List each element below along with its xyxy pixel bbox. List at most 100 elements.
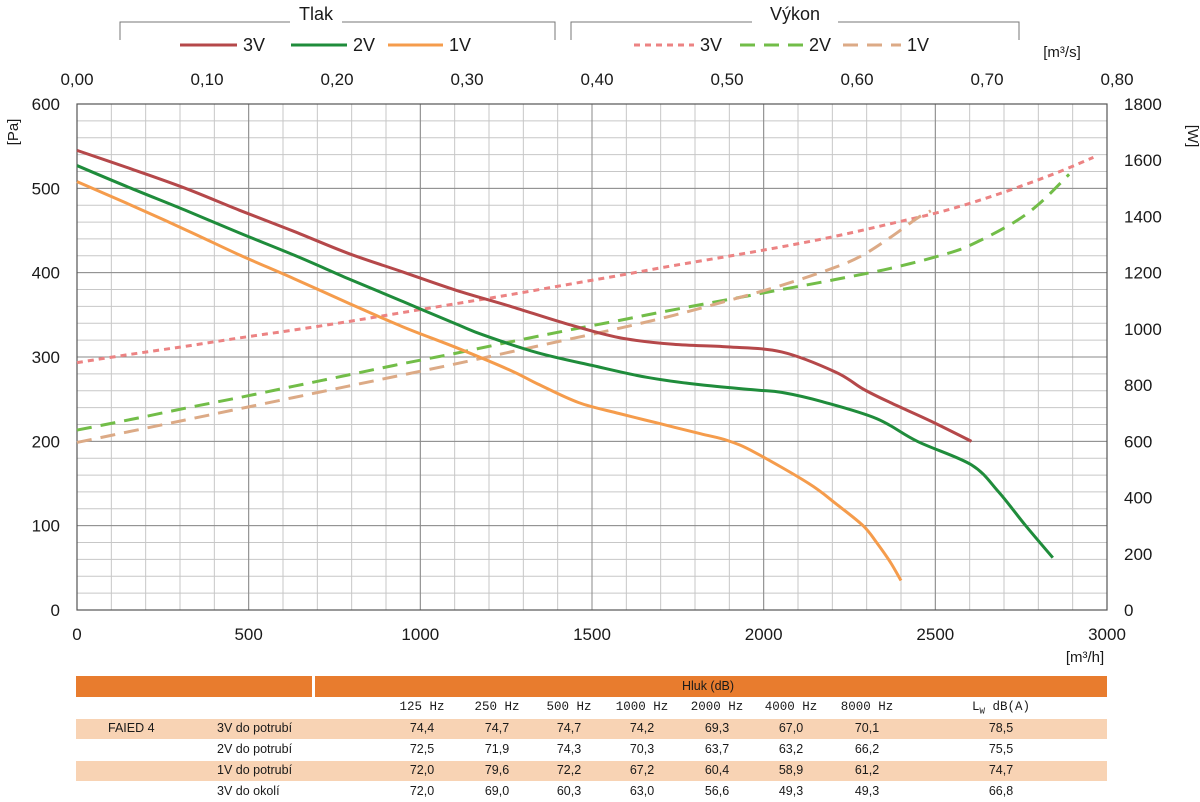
x-bottom-tick-label: 2000 [745, 625, 783, 644]
table-cell: 61,2 [854, 763, 880, 777]
table-cell: 56,6 [704, 784, 730, 798]
x-top-tick-label: 0,70 [970, 70, 1003, 89]
table-cell: 71,9 [484, 742, 510, 756]
table-header-separator [312, 676, 315, 697]
y-left-tick-label: 100 [32, 517, 60, 536]
y-left-tick-label: 300 [32, 348, 60, 367]
table-cell: 70,1 [854, 721, 880, 735]
table-cell: 72,0 [409, 784, 435, 798]
table-cell: 72,5 [409, 742, 435, 756]
table-row: 1V do potrubí 72,0 79,6 72,2 67,2 60,4 58,9 61,… [76, 760, 1107, 781]
legend-label-power-2V: 2V [809, 35, 831, 55]
table-header-row: Hluk (dB) [76, 676, 1107, 697]
x-bottom-axis-label: [m³/h] [1066, 649, 1104, 666]
x-top-tick-label: 0,30 [450, 70, 483, 89]
freq-label: 8000 Hz [840, 700, 894, 714]
y-right-tick-label: 400 [1124, 489, 1152, 508]
legend-label-pressure-3V: 3V [243, 35, 265, 55]
legend-label-pressure-2V: 2V [353, 35, 375, 55]
freq-label: 250 Hz [474, 700, 520, 714]
power-title-bg [752, 6, 838, 28]
table-cell: 72,2 [556, 763, 582, 777]
table-cell: 49,3 [778, 784, 804, 798]
table-cell: 74,3 [556, 742, 582, 756]
freq-label: 125 Hz [399, 700, 445, 714]
table-cell: 49,3 [854, 784, 880, 798]
y-left-tick-label: 0 [51, 601, 60, 620]
table-cell: 63,7 [704, 742, 730, 756]
model-label: FAIED 4 [108, 721, 155, 735]
y-right-tick-label: 1800 [1124, 95, 1162, 114]
x-top-tick-label: 0,10 [190, 70, 223, 89]
x-bottom-tick-label: 3000 [1088, 625, 1126, 644]
x-top-tick-label: 0,80 [1100, 70, 1133, 89]
table-cell: 69,3 [704, 721, 730, 735]
table-cell: 58,9 [778, 763, 804, 777]
table-cell: 66,2 [854, 742, 880, 756]
y-right-tick-label: 600 [1124, 432, 1152, 451]
pressure-curve-1V [76, 180, 903, 582]
x-top-tick-label: 0,50 [710, 70, 743, 89]
table-cell: 74,7 [556, 721, 582, 735]
performance-chart: 0 500 1000 1500 2000 2500 3000[m³/h]0,00 0,10 0,… [5, 4, 1200, 666]
power-curve-3V [76, 156, 1094, 365]
table-cell: 74,2 [629, 721, 655, 735]
table-cell: 69,0 [484, 784, 510, 798]
y-right-tick-label: 200 [1124, 545, 1152, 564]
lw-header: LW dB(A) [972, 700, 1030, 717]
lw-cell: 66,8 [988, 784, 1014, 798]
table-row: 3V do okolí 72,0 69,0 60,3 63,0 56,6 49,3 49,3 6… [76, 781, 1107, 802]
y-right-tick-label: 800 [1124, 376, 1152, 395]
noise-header: Hluk (dB) [681, 679, 735, 693]
power-curve-2V [76, 173, 1071, 432]
x-bottom-tick-label: 0 [72, 625, 81, 644]
y-left-axis-label: [Pa] [5, 119, 22, 146]
table-cell: 63,0 [629, 784, 655, 798]
table-cell: 79,6 [484, 763, 510, 777]
x-top-tick-label: 0,40 [580, 70, 613, 89]
lw-cell: 74,7 [988, 763, 1014, 777]
row-label: 2V do potrubí [217, 742, 293, 756]
y-right-tick-label: 1400 [1124, 207, 1162, 226]
table-row: FAIED 4 3V do potrubí 74,4 74,7 74,7 74,2 69,3… [76, 718, 1107, 739]
y-left-tick-label: 500 [32, 179, 60, 198]
lw-cell: 75,5 [988, 742, 1014, 756]
pressure-title-bg [290, 6, 342, 28]
y-left-tick-label: 200 [32, 432, 60, 451]
x-bottom-tick-label: 1500 [573, 625, 611, 644]
y-right-axis-label: [W] [1184, 125, 1200, 148]
y-right-tick-label: 1600 [1124, 151, 1162, 170]
frequency-row: 125 Hz 250 Hz 500 Hz 1000 Hz 2000 Hz 400… [76, 697, 1107, 718]
x-top-tick-label: 0,00 [60, 70, 93, 89]
row-shading [76, 761, 1107, 781]
y-right-tick-label: 1200 [1124, 264, 1162, 283]
row-label: 1V do potrubí [217, 763, 293, 777]
table-cell: 60,4 [704, 763, 730, 777]
legend-label-pressure-1V: 1V [449, 35, 471, 55]
table-cell: 63,2 [778, 742, 804, 756]
y-right-tick-label: 0 [1124, 601, 1133, 620]
table-header-bar [76, 676, 1107, 697]
row-shading [76, 719, 1107, 739]
pressure-group-title: Tlak [299, 4, 334, 24]
x-top-tick-label: 0,60 [840, 70, 873, 89]
y-left-tick-label: 600 [32, 95, 60, 114]
x-bottom-tick-label: 2500 [916, 625, 954, 644]
pressure-curve-3V [76, 148, 973, 443]
table-cell: 74,4 [409, 721, 435, 735]
x-top-axis-label: [m³/s] [1043, 44, 1081, 61]
pressure-curve-2V [76, 164, 1054, 559]
freq-label: 500 Hz [546, 700, 592, 714]
row-label: 3V do potrubí [217, 721, 293, 735]
legend-label-power-3V: 3V [700, 35, 722, 55]
freq-label: 4000 Hz [764, 700, 818, 714]
table-cell: 70,3 [629, 742, 655, 756]
plot-frame [76, 103, 1108, 611]
legend-label-power-1V: 1V [907, 35, 929, 55]
power-group-title: Výkon [770, 4, 820, 24]
table-cell: 60,3 [556, 784, 582, 798]
noise-table: Hluk (dB) 125 Hz 250 Hz 500 Hz 1000 Hz 2… [76, 676, 1107, 802]
table-cell: 67,0 [778, 721, 804, 735]
row-label: 3V do okolí [217, 784, 280, 798]
x-bottom-tick-label: 1000 [401, 625, 439, 644]
